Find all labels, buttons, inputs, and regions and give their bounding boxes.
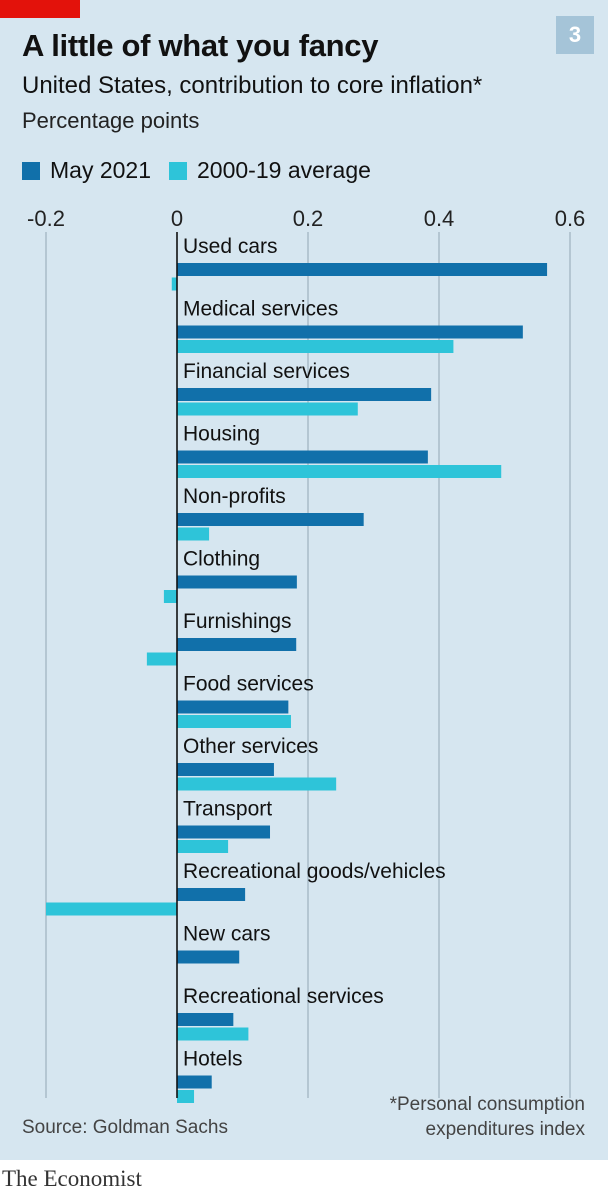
bar-may-2021 bbox=[177, 388, 432, 401]
bar-may-2021 bbox=[177, 638, 297, 651]
bar-average-2000-19 bbox=[177, 465, 502, 478]
bar-average-2000-19 bbox=[146, 652, 177, 666]
x-tick-label: -0.2 bbox=[27, 206, 65, 231]
category-label: Clothing bbox=[183, 548, 260, 571]
category-label: Recreational services bbox=[183, 985, 384, 1008]
bar-average-2000-19 bbox=[177, 715, 291, 728]
chart-panel bbox=[0, 0, 608, 1160]
category-label: Other services bbox=[183, 735, 318, 758]
bar-may-2021 bbox=[177, 825, 271, 839]
category-label: Financial services bbox=[183, 360, 350, 383]
category-label: Recreational goods/vehicles bbox=[183, 860, 446, 883]
legend-label-average: 2000-19 average bbox=[197, 157, 371, 183]
category-label: Hotels bbox=[183, 1048, 243, 1071]
legend-swatch-average bbox=[169, 161, 188, 180]
bar-average-2000-19 bbox=[177, 340, 454, 353]
legend-label-may-2021: May 2021 bbox=[50, 157, 152, 183]
category-label: Food services bbox=[183, 673, 314, 696]
bar-may-2021 bbox=[177, 700, 289, 714]
category-label: Used cars bbox=[183, 235, 278, 258]
legend-item-may-2021: May 2021 bbox=[22, 157, 151, 184]
bar-average-2000-19 bbox=[171, 277, 177, 291]
bar-may-2021 bbox=[177, 763, 274, 776]
source-note: Source: Goldman Sachs bbox=[22, 1117, 228, 1138]
bar-average-2000-19 bbox=[177, 1027, 249, 1041]
brand-wordmark: The Economist bbox=[2, 1166, 142, 1191]
bar-average-2000-19 bbox=[177, 1090, 195, 1103]
bar-may-2021 bbox=[177, 263, 548, 276]
chart-unit: Percentage points bbox=[22, 108, 200, 133]
legend: May 2021 2000-19 average bbox=[22, 157, 389, 184]
x-tick-label: 0.6 bbox=[555, 206, 586, 231]
footnote-line-2: expenditures index bbox=[425, 1119, 586, 1140]
bar-average-2000-19 bbox=[163, 590, 177, 603]
bar-may-2021 bbox=[177, 325, 523, 339]
bar-may-2021 bbox=[177, 1013, 234, 1026]
bar-may-2021 bbox=[177, 888, 246, 901]
bar-may-2021 bbox=[177, 950, 240, 964]
brand-red-tag bbox=[0, 0, 80, 18]
x-tick-label: 0.4 bbox=[424, 206, 455, 231]
legend-swatch-may-2021 bbox=[22, 161, 40, 180]
legend-item-average: 2000-19 average bbox=[169, 157, 371, 184]
x-tick-label: 0.2 bbox=[293, 206, 324, 231]
category-label: Non-profits bbox=[183, 485, 286, 508]
category-label: Transport bbox=[183, 798, 272, 821]
chart-number-badge: 3 bbox=[556, 16, 594, 54]
bar-may-2021 bbox=[177, 1075, 212, 1089]
category-label: Medical services bbox=[183, 298, 338, 321]
chart-subtitle: United States, contribution to core infl… bbox=[22, 72, 483, 99]
bar-may-2021 bbox=[177, 450, 428, 464]
bar-average-2000-19 bbox=[177, 777, 337, 791]
footnote: *Personal consumption expenditures index bbox=[390, 1092, 585, 1142]
bar-may-2021 bbox=[177, 513, 364, 526]
bar-may-2021 bbox=[177, 575, 297, 589]
x-tick-label: 0 bbox=[171, 206, 183, 231]
bar-average-2000-19 bbox=[177, 527, 210, 541]
footnote-line-1: *Personal consumption bbox=[389, 1094, 585, 1115]
bar-average-2000-19 bbox=[177, 402, 358, 416]
bar-chart: -0.2 0 0.2 0.4 0.6 Used cars Medical services F… bbox=[27, 206, 586, 1103]
category-label: New cars bbox=[183, 923, 271, 946]
chart-title: A little of what you fancy bbox=[22, 28, 379, 63]
bar-average-2000-19 bbox=[46, 902, 177, 916]
category-label: Furnishings bbox=[183, 610, 292, 633]
category-label: Housing bbox=[183, 423, 260, 446]
bar-average-2000-19 bbox=[177, 840, 229, 853]
